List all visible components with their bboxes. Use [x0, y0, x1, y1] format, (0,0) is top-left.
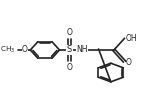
Text: O: O	[67, 28, 72, 37]
Text: O: O	[22, 45, 28, 54]
Text: NH: NH	[76, 45, 87, 54]
Text: $\mathregular{CH_3}$: $\mathregular{CH_3}$	[0, 45, 16, 55]
Text: OH: OH	[125, 34, 137, 43]
Text: O: O	[125, 58, 131, 67]
Text: O: O	[67, 63, 72, 72]
Text: S: S	[67, 45, 72, 54]
